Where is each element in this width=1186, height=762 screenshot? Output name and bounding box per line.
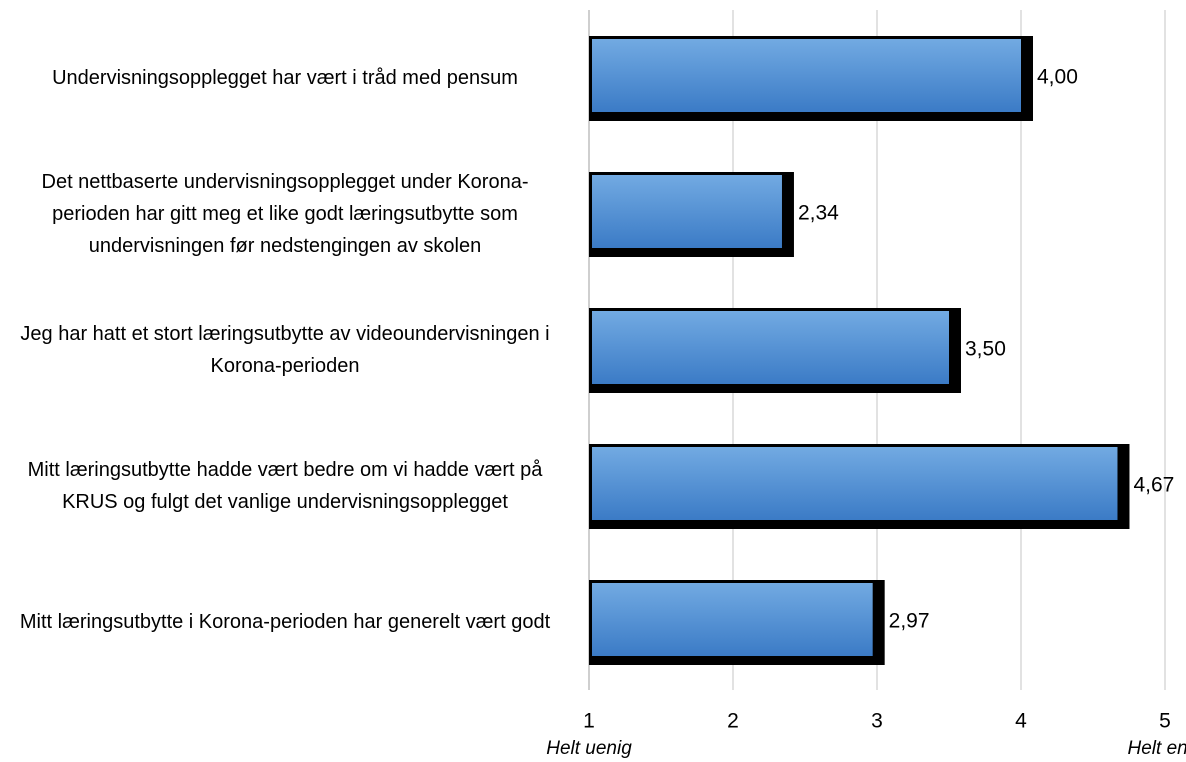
value-label: 4,67 [1133, 474, 1174, 497]
bar [592, 447, 1118, 520]
x-tick-label: 2 [727, 710, 739, 733]
bar [592, 583, 873, 656]
category-label: Jeg har hatt et stort læringsutbytte av … [20, 323, 550, 377]
value-label: 3,50 [965, 338, 1006, 361]
x-tick-label: 1 [583, 710, 595, 733]
bar [592, 311, 949, 384]
value-label: 4,00 [1037, 66, 1078, 89]
bar [592, 39, 1021, 112]
category-label: Mitt læringsutbytte i Korona-perioden ha… [19, 611, 551, 633]
category-label: Mitt læringsutbytte hadde vært bedre om … [27, 459, 543, 513]
x-tick-label: 5 [1159, 710, 1171, 733]
value-label: 2,97 [889, 610, 930, 633]
category-label: Undervisningsopplegget har vært i tråd m… [52, 67, 518, 89]
value-label: 2,34 [798, 202, 839, 225]
bar [592, 175, 782, 248]
axis-annotation: Helt enig [1128, 738, 1186, 759]
category-label: Det nettbaserte undervisningsopplegget u… [41, 171, 529, 257]
axis-annotation: Helt uenig [546, 738, 632, 759]
x-tick-label: 4 [1015, 710, 1027, 733]
x-tick-label: 3 [871, 710, 883, 733]
